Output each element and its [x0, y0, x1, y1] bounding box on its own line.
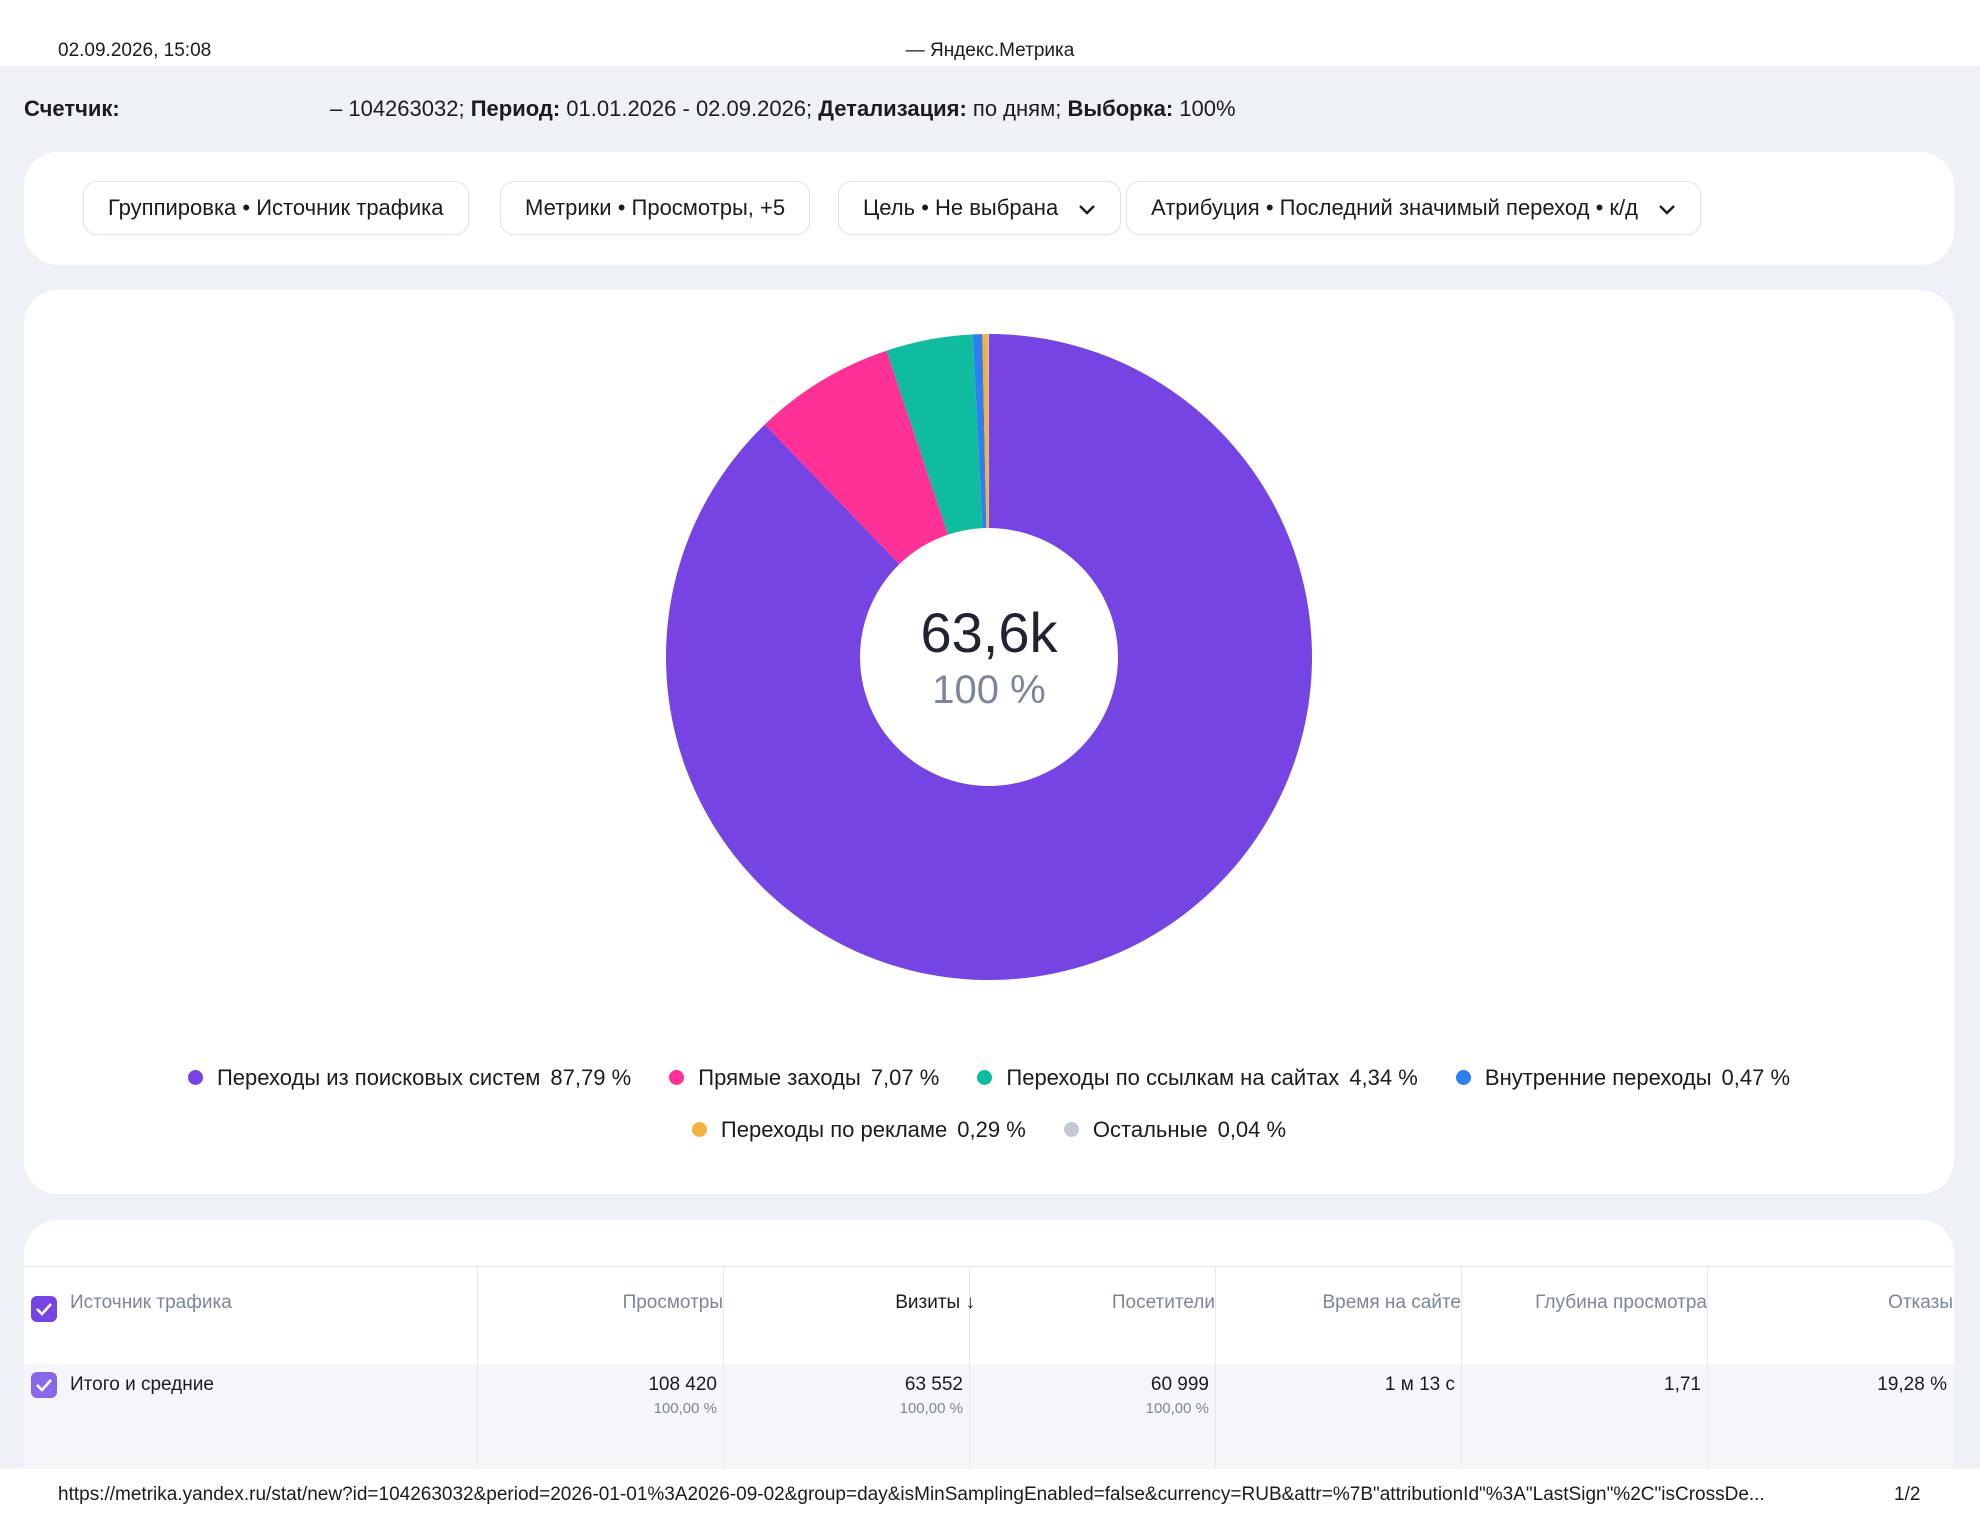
column-header-time[interactable]: Время на сайте [1322, 1292, 1461, 1313]
legend-item-ads[interactable]: Переходы по рекламе 0,29 % [691, 1117, 1026, 1143]
report-page: Счетчик: – 104263032; Период: 01.01.2026… [0, 66, 1980, 1469]
column-divider [723, 1266, 724, 1469]
total-visitors: 60 999 [1150, 1374, 1209, 1395]
chart-legend-row-1: Переходы из поисковых систем 87,79 % Прям… [24, 1065, 1954, 1091]
total-time-on-site: 1 м 13 с [1384, 1374, 1455, 1395]
donut-slice-0[interactable] [665, 334, 1312, 981]
legend-item-internal[interactable]: Внутренние переходы 0,47 % [1455, 1065, 1791, 1091]
print-header: 02.09.2026, 15:08 — Яндекс.Метрика [0, 0, 1980, 66]
print-footer: https://metrika.yandex.ru/stat/new?id=10… [0, 1469, 1980, 1530]
legend-dot-icon [691, 1121, 707, 1137]
total-visits-percent: 100,00 % [899, 1400, 963, 1417]
legend-label: Прямые заходы [698, 1065, 861, 1090]
legend-label: Переходы по ссылкам на сайтах [1006, 1065, 1340, 1090]
column-header-source[interactable]: Источник трафика [70, 1292, 232, 1313]
total-visits: 63 552 [904, 1374, 963, 1395]
total-depth: 1,71 [1664, 1374, 1701, 1395]
donut-slice-3[interactable] [972, 334, 987, 529]
legend-dot-icon [669, 1069, 685, 1085]
attribution-dropdown[interactable]: Атрибуция • Последний значимый переход •… [1126, 181, 1702, 235]
sample-label: Выборка: [1067, 96, 1174, 121]
legend-percent: 4,34 % [1349, 1065, 1418, 1090]
chevron-down-icon [1658, 183, 1676, 235]
legend-item-search[interactable]: Переходы из поисковых систем 87,79 % [187, 1065, 632, 1091]
legend-label: Переходы по рекламе [720, 1117, 948, 1142]
column-divider [1215, 1266, 1216, 1469]
legend-percent: 87,79 % [550, 1065, 632, 1090]
detail-label: Детализация: [818, 96, 967, 121]
donut-slice-1[interactable] [764, 350, 949, 565]
column-divider [1461, 1266, 1462, 1469]
report-params: – 104263032; Период: 01.01.2026 - 02.09.… [330, 96, 1236, 122]
column-header-bounce[interactable]: Отказы [1888, 1292, 1953, 1313]
chart-panel: 63,6k 100 % Переходы из поисковых систем… [24, 290, 1954, 1194]
legend-label: Остальные [1092, 1117, 1208, 1142]
legend-percent: 0,04 % [1217, 1117, 1287, 1142]
table-row [24, 1364, 1954, 1469]
chart-legend-row-2: Переходы по рекламе 0,29 % Остальные 0,04 … [24, 1117, 1954, 1143]
sample-value: 100% [1179, 96, 1236, 121]
page-url: https://metrika.yandex.ru/stat/new?id=10… [58, 1484, 1765, 1505]
counter-label: Счетчик: [24, 96, 120, 121]
legend-dot-icon [1455, 1069, 1471, 1085]
total-bounce-rate: 19,28 % [1877, 1374, 1947, 1395]
total-views-percent: 100,00 % [653, 1400, 717, 1417]
legend-item-links[interactable]: Переходы по ссылкам на сайтах 4,34 % [977, 1065, 1418, 1091]
data-table: Источник трафика Просмотры Визиты ↓ Посе… [24, 1220, 1954, 1469]
select-all-checkbox[interactable] [31, 1296, 57, 1322]
total-views: 108 420 [648, 1374, 717, 1395]
table-header-rule [24, 1266, 1954, 1267]
legend-dot-icon [187, 1069, 203, 1085]
donut-slice-5[interactable] [988, 334, 989, 529]
column-divider [1707, 1266, 1708, 1469]
legend-percent: 0,47 % [1721, 1065, 1791, 1090]
total-visitors-percent: 100,00 % [1145, 1400, 1209, 1417]
print-datetime: 02.09.2026, 15:08 [58, 40, 212, 61]
legend-dot-icon [1063, 1121, 1079, 1137]
check-icon [36, 1379, 52, 1392]
column-divider [969, 1266, 970, 1469]
legend-dot-icon [977, 1069, 993, 1085]
donut-slice-2[interactable] [886, 334, 983, 535]
period-label: Период: [470, 96, 561, 121]
total-row-label: Итого и средние [70, 1374, 214, 1395]
page-number: 1/2 [1894, 1484, 1921, 1505]
check-icon [36, 1303, 52, 1316]
goal-dropdown[interactable]: Цель • Не выбрана [838, 181, 1122, 235]
legend-label: Внутренние переходы [1484, 1065, 1712, 1090]
total-row-checkbox[interactable] [31, 1372, 57, 1398]
column-divider [477, 1266, 478, 1469]
grouping-label: Группировка • Источник трафика [108, 195, 444, 220]
grouping-button[interactable]: Группировка • Источник трафика [83, 181, 469, 235]
legend-item-direct[interactable]: Прямые заходы 7,07 % [669, 1065, 939, 1091]
print-title: — Яндекс.Метрика [905, 40, 1075, 61]
legend-percent: 7,07 % [870, 1065, 940, 1090]
metrics-button[interactable]: Метрики • Просмотры, +5 [500, 181, 811, 235]
metrics-label: Метрики • Просмотры, +5 [525, 195, 786, 220]
filters-panel: Группировка • Источник трафика Метрики •… [24, 152, 1954, 265]
legend-item-other[interactable]: Остальные 0,04 % [1063, 1117, 1287, 1143]
donut-chart [665, 334, 1312, 981]
column-header-visitors[interactable]: Посетители [1111, 1292, 1215, 1313]
column-header-depth[interactable]: Глубина просмотра [1535, 1292, 1707, 1313]
column-header-views[interactable]: Просмотры [622, 1292, 723, 1313]
legend-percent: 0,29 % [957, 1117, 1026, 1142]
chevron-down-icon [1078, 183, 1096, 235]
donut-center-percent: 100 % [932, 668, 1046, 712]
column-header-visits[interactable]: Визиты ↓ [895, 1292, 976, 1313]
legend-label: Переходы из поисковых систем [216, 1065, 541, 1090]
goal-label: Цель • Не выбрана [863, 195, 1059, 220]
counter-value: – 104263032; [330, 96, 465, 121]
period-value: 01.01.2026 - 02.09.2026; [566, 96, 813, 121]
sort-down-icon: ↓ [965, 1292, 976, 1313]
detail-value: по дням; [972, 96, 1062, 121]
attribution-label: Атрибуция • Последний значимый переход •… [1151, 195, 1639, 220]
donut-slice-4[interactable] [982, 334, 989, 529]
donut-center-value: 63,6k [920, 601, 1058, 664]
